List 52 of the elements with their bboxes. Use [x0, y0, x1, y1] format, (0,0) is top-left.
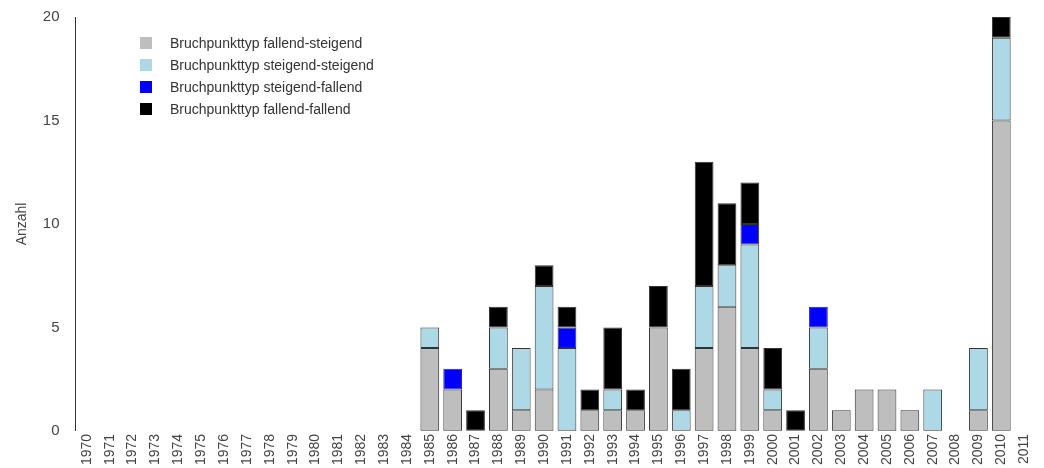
y-tick-label: 5: [51, 317, 60, 335]
x-tick-label: 1995: [649, 433, 666, 466]
x-tick-label: 2010: [992, 433, 1009, 466]
x-tick-label: 1984: [397, 433, 414, 466]
x-tick-label: 2005: [877, 433, 894, 466]
x-tick-label: 1976: [214, 433, 231, 466]
x-tick-label: 1978: [260, 433, 277, 466]
legend-label: Bruchpunkttyp fallend-steigend: [170, 34, 363, 53]
x-tick-label: 2001: [786, 433, 803, 466]
x-tick-label: 1992: [580, 433, 597, 466]
x-tick-label: 2008: [946, 433, 963, 466]
x-tick-label: 1987: [466, 433, 483, 466]
x-tick-label: 1991: [557, 433, 574, 466]
legend-label: Bruchpunkttyp steigend-steigend: [170, 56, 374, 75]
y-tick-label: 10: [42, 214, 60, 232]
x-tick-label: 1997: [694, 433, 711, 466]
x-tick-label: 1988: [489, 433, 506, 466]
x-tick-label: 2004: [855, 433, 871, 466]
x-tick-label: 1986: [443, 433, 460, 466]
legend-label: Bruchpunkttyp steigend-fallend: [170, 78, 363, 97]
x-tick-label: 1985: [420, 433, 437, 466]
y-tick-label: 0: [51, 421, 60, 438]
y-tick-label: 15: [42, 110, 60, 128]
x-tick-label: 1972: [123, 433, 140, 466]
x-tick-label: 1999: [740, 433, 757, 466]
x-tick-label: 1990: [534, 433, 551, 466]
x-tick-label: 1981: [329, 433, 346, 466]
x-tick-label: 1971: [100, 433, 117, 466]
x-tick-label: 1983: [374, 433, 391, 466]
x-tick-label: 1980: [306, 433, 323, 466]
x-tick-label: 1970: [77, 433, 94, 466]
x-tick-label: 1979: [283, 433, 300, 466]
x-tick-label: 1973: [146, 433, 163, 466]
y-tick-label: 20: [42, 7, 60, 25]
x-tick-label: 1982: [352, 433, 369, 466]
x-tick-label: 1977: [237, 433, 254, 466]
x-tick-label: 1996: [672, 433, 689, 466]
x-tick-label: 2003: [832, 433, 849, 466]
x-tick-label: 2007: [923, 433, 940, 466]
x-tick-label: 1993: [603, 433, 620, 466]
x-tick-label: 2000: [763, 433, 780, 466]
x-tick-label: 1975: [192, 433, 209, 466]
x-tick-label: 1994: [626, 433, 643, 466]
x-tick-label: 2009: [969, 433, 986, 466]
x-tick-label: 2011: [1015, 433, 1032, 464]
y-axis-title: Anzahl: [13, 202, 30, 246]
legend-label: Bruchpunkttyp fallend-fallend: [170, 100, 351, 119]
x-tick-label: 1974: [169, 433, 186, 466]
x-tick-label: 1998: [717, 433, 734, 466]
x-tick-label: 2002: [809, 433, 826, 466]
x-tick-label: 2006: [900, 433, 917, 466]
x-tick-label: 1989: [512, 433, 529, 466]
